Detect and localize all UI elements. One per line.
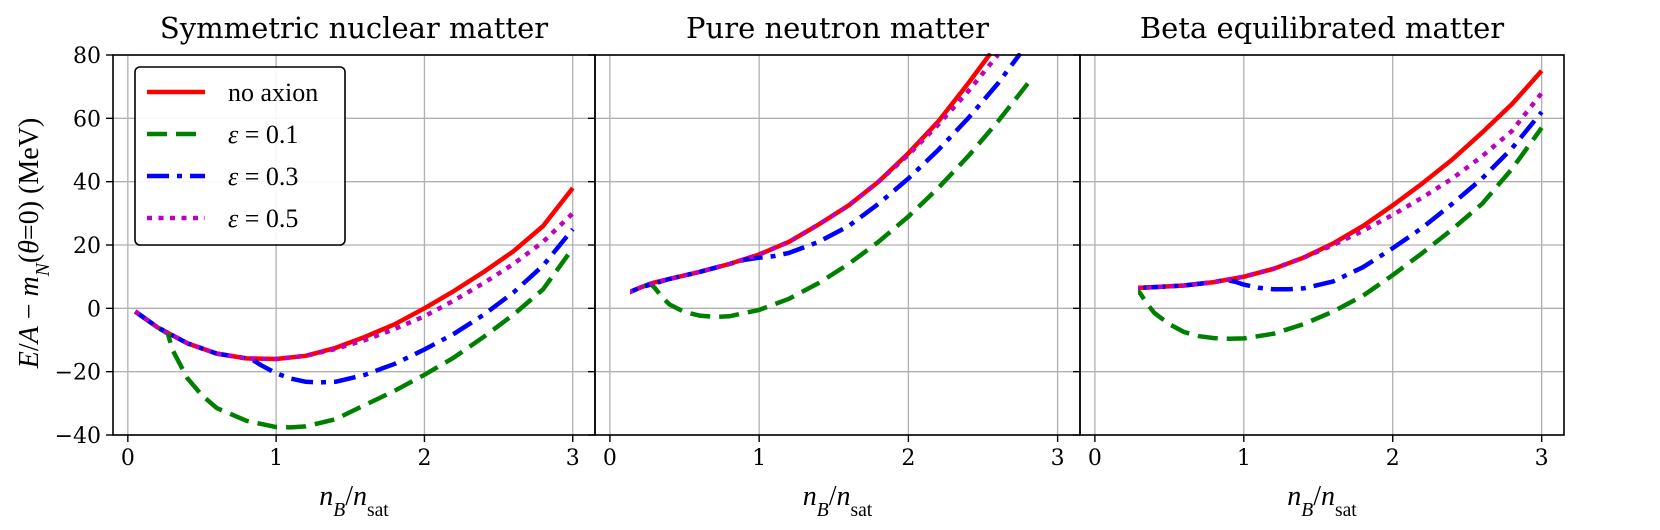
legend-label: no axion	[228, 78, 318, 107]
panel-2: 0 1 2 3 Pure neutron matter nB/nsat	[588, 11, 1081, 521]
series-line-no-axion	[630, 53, 993, 295]
x-tick-label: 3	[566, 446, 580, 471]
x-tick-label: 1	[269, 446, 283, 471]
y-tick-label: −20	[55, 361, 101, 386]
series-line--0-5	[133, 211, 575, 362]
y-tick-label: −40	[55, 424, 101, 449]
x-tick-label: 3	[1051, 446, 1065, 471]
panel-1: 0 1 2 3 −40 −20 0 20 40 60 80 Symmetric nuclear mat…	[55, 11, 596, 521]
series-line--0-3	[133, 227, 575, 385]
y-tick-label: 60	[73, 107, 101, 132]
panel-title: Beta equilibrated matter	[1140, 11, 1504, 45]
x-axis-label: nB/nsat	[803, 481, 873, 521]
legend-label: ε = 0.5	[228, 204, 298, 233]
x-tick-label: 2	[1386, 446, 1400, 471]
series-group	[133, 186, 575, 430]
panel-title: Symmetric nuclear matter	[160, 11, 548, 45]
y-axis-label: E/A − mN(θ=0) (MeV)	[14, 118, 54, 370]
x-tick-label: 0	[1088, 446, 1102, 471]
y-tick-label: 80	[73, 44, 101, 69]
x-tick-label: 2	[417, 446, 431, 471]
panel-title: Pure neutron matter	[686, 11, 989, 45]
panel-3: 0 1 2 3 Beta equilibrated matter nB/nsat	[1073, 11, 1565, 521]
series-line--0-1	[630, 82, 1030, 320]
legend-box	[134, 66, 346, 246]
y-tick-label: 0	[87, 297, 101, 322]
legend-label: ε = 0.1	[228, 120, 298, 149]
x-axis-label: nB/nsat	[1287, 481, 1357, 521]
x-tick-label: 0	[121, 446, 135, 471]
series-line--0-1	[1138, 126, 1544, 341]
x-tick-label: 1	[1237, 446, 1251, 471]
x-axis-label: nB/nsat	[319, 481, 389, 521]
series-line--0-1	[133, 246, 575, 430]
legend: no axion ε = 0.1 ε = 0.3 ε = 0.5	[134, 66, 346, 246]
series-line--0-3	[630, 53, 1023, 295]
series-line--0-5	[630, 53, 1000, 295]
x-tick-label: 0	[603, 446, 617, 471]
x-tick-label: 3	[1535, 446, 1549, 471]
y-tick-label: 20	[73, 234, 101, 259]
legend-label: ε = 0.3	[228, 162, 298, 191]
series-group	[1138, 69, 1544, 341]
x-tick-label: 1	[752, 446, 766, 471]
series-line-no-axion	[1138, 69, 1544, 291]
series-group	[630, 53, 1030, 320]
x-tick-label: 2	[901, 446, 915, 471]
y-tick-label: 40	[73, 171, 101, 196]
series-line--0-5	[1138, 91, 1544, 291]
